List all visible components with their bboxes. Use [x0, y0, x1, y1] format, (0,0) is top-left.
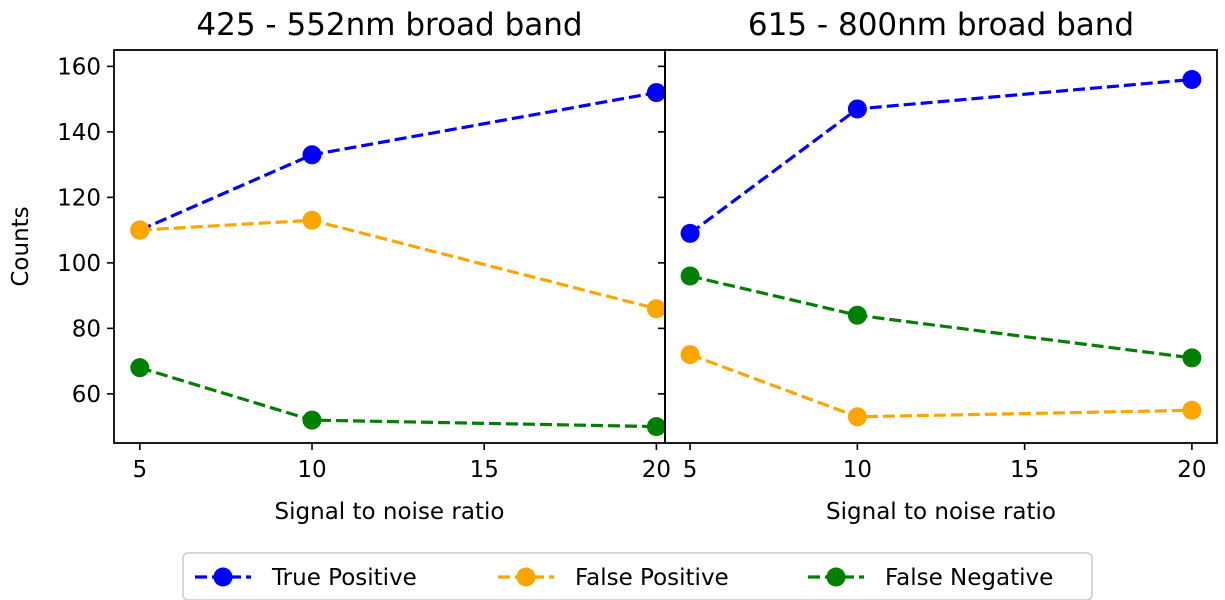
legend-frame — [182, 552, 1093, 600]
series-line — [689, 274, 1193, 360]
data-point — [302, 145, 322, 165]
series-line — [689, 77, 1193, 235]
x-tick-label: 5 — [683, 457, 698, 483]
data-point — [302, 210, 322, 230]
legend-label: True Positive — [271, 565, 417, 591]
data-point — [847, 99, 867, 119]
series-line — [139, 91, 657, 232]
y-tick-label: 80 — [72, 316, 101, 342]
legend-marker — [516, 567, 536, 587]
data-point — [130, 358, 150, 378]
data-point — [646, 299, 666, 319]
panel-title: 425 - 552nm broad band — [196, 7, 582, 43]
legend-marker — [213, 567, 233, 587]
series-line — [139, 366, 657, 429]
data-point — [680, 266, 700, 286]
series-line — [139, 218, 657, 311]
y-tick-label: 60 — [72, 382, 101, 408]
y-tick-label: 100 — [57, 251, 101, 277]
x-tick-label: 15 — [470, 457, 499, 483]
data-point — [1182, 69, 1202, 89]
data-point — [302, 410, 322, 430]
x-tick-label: 20 — [1177, 457, 1206, 483]
data-point — [130, 220, 150, 240]
legend-label: False Positive — [575, 565, 729, 591]
x-tick-label: 5 — [133, 457, 148, 483]
x-tick-label: 10 — [297, 457, 326, 483]
x-tick-label: 20 — [642, 457, 671, 483]
series-line — [689, 353, 1192, 419]
data-point — [680, 223, 700, 243]
data-point — [646, 83, 666, 103]
y-tick-label: 120 — [57, 185, 101, 211]
x-axis-label: Signal to noise ratio — [826, 499, 1056, 525]
y-axis-label: Counts — [8, 206, 34, 286]
legend: True Positive False Positive False Negativ… — [182, 552, 1093, 600]
panel-right: 615 - 800nm broad band 5 10 15 20 Signal to n… — [658, 7, 1218, 525]
data-point — [847, 407, 867, 427]
panel-title: 615 - 800nm broad band — [748, 7, 1134, 43]
legend-marker — [826, 567, 846, 587]
y-tick-label: 140 — [57, 120, 101, 146]
panel-left: 425 - 552nm broad band 5 10 15 20 Signal to n… — [8, 7, 671, 525]
plot-frame — [664, 49, 1218, 444]
x-tick-label: 10 — [843, 457, 872, 483]
data-point — [646, 417, 666, 437]
data-point — [680, 345, 700, 365]
data-point — [847, 305, 867, 325]
x-axis-label: Signal to noise ratio — [275, 499, 505, 525]
data-point — [1182, 348, 1202, 368]
data-point — [1182, 400, 1202, 420]
legend-label: False Negative — [885, 565, 1053, 591]
x-tick-label: 15 — [1010, 457, 1039, 483]
y-tick-label: 160 — [57, 54, 101, 80]
